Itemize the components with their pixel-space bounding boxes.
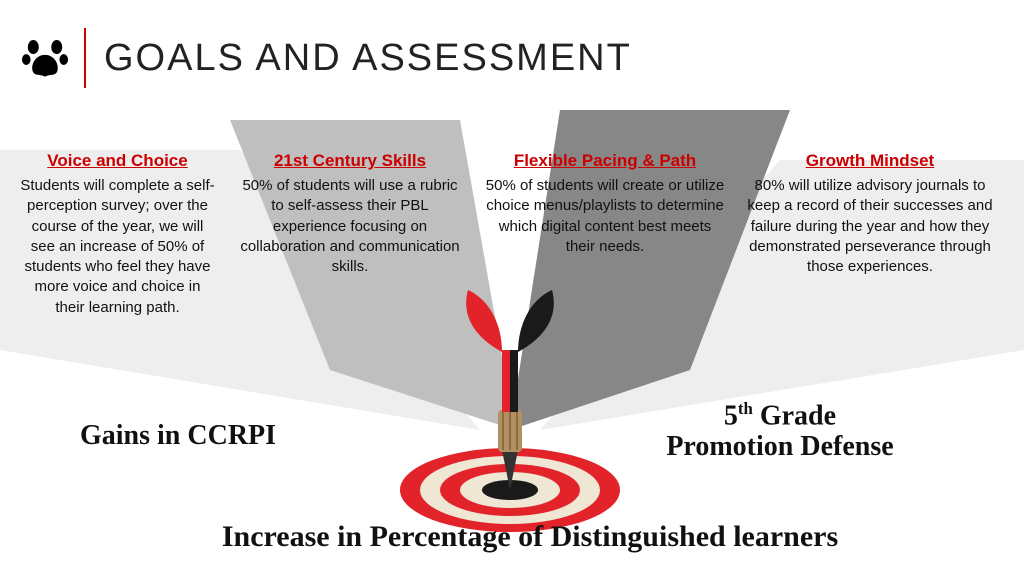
- paw-icon: [20, 33, 70, 83]
- column-heading: 21st Century Skills: [235, 150, 465, 172]
- title-divider: [84, 28, 86, 88]
- caption-left: Gains in CCRPI: [80, 420, 276, 452]
- column-body: 50% of students will use a rubric to sel…: [235, 176, 465, 277]
- dart-target-icon: [390, 280, 630, 540]
- page-title: GOALS AND ASSESSMENT: [104, 37, 632, 80]
- column-heading: Growth Mindset: [745, 150, 995, 172]
- column-growth-mindset: Growth Mindset 80% will utilize advisory…: [735, 150, 1015, 318]
- caption-bottom: Increase in Percentage of Distinguished …: [150, 520, 910, 554]
- caption-right: 5th Grade Promotion Defense: [600, 400, 960, 463]
- column-body: 50% of students will create or utilize c…: [485, 176, 725, 257]
- column-voice-choice: Voice and Choice Students will complete …: [0, 150, 225, 318]
- column-heading: Flexible Pacing & Path: [485, 150, 725, 172]
- column-body: 80% will utilize advisory journals to ke…: [745, 176, 995, 277]
- column-body: Students will complete a self-perception…: [20, 176, 215, 318]
- column-heading: Voice and Choice: [20, 150, 215, 172]
